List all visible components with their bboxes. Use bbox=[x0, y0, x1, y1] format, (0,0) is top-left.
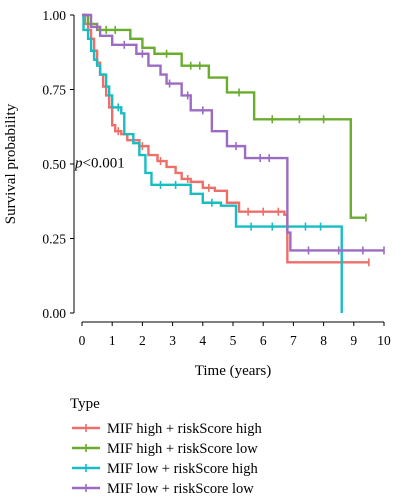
legend-item: MIF low + riskScore high bbox=[72, 461, 259, 477]
series-1 bbox=[82, 13, 370, 267]
legend-label: MIF low + riskScore low bbox=[107, 481, 254, 497]
legend-label: MIF low + riskScore high bbox=[107, 461, 259, 477]
y-tick-label: 0.25 bbox=[42, 232, 66, 247]
x-tick-label: 9 bbox=[350, 333, 357, 348]
x-tick-label: 4 bbox=[199, 333, 206, 348]
survival-curves bbox=[82, 13, 385, 313]
x-axis-title: Time (years) bbox=[195, 363, 272, 379]
x-tick-label: 6 bbox=[260, 333, 267, 348]
legend-label: MIF high + riskScore low bbox=[107, 441, 258, 457]
x-tick-label: 3 bbox=[169, 333, 176, 348]
legend-title: Type bbox=[70, 396, 100, 412]
x-tick-label: 7 bbox=[290, 333, 297, 348]
y-tick-label: 0.75 bbox=[42, 83, 66, 98]
y-tick-label: 0.00 bbox=[42, 306, 66, 321]
survival-curve-line bbox=[82, 13, 369, 264]
axes: 0.00 0.25 0.50 0.75 1.00 0 1 2 3 4 5 6 7 8 9 10 bbox=[42, 8, 391, 348]
x-tick-label: 8 bbox=[320, 333, 327, 348]
y-tick-label: 1.00 bbox=[42, 8, 66, 23]
y-tick-label: 0.50 bbox=[42, 157, 66, 172]
p-value-annotation: p<0.001 bbox=[74, 156, 125, 172]
x-tick-label: 2 bbox=[139, 333, 146, 348]
p-value-rest: <0.001 bbox=[83, 156, 125, 172]
legend-item: MIF high + riskScore high bbox=[72, 421, 263, 437]
survival-curve-line bbox=[82, 13, 343, 313]
x-tick-label: 5 bbox=[230, 333, 237, 348]
legend-label: MIF high + riskScore high bbox=[107, 421, 263, 437]
x-tick-label: 1 bbox=[109, 333, 116, 348]
series-3 bbox=[82, 13, 343, 313]
p-value-italic: p bbox=[74, 156, 83, 172]
x-tick-label: 0 bbox=[79, 333, 86, 348]
series-4 bbox=[82, 13, 385, 255]
y-axis-title: Survival probability bbox=[3, 103, 19, 224]
x-tick-label: 10 bbox=[377, 333, 391, 348]
legend-item: MIF low + riskScore low bbox=[72, 481, 254, 497]
survival-curve-line bbox=[82, 13, 384, 252]
legend-item: MIF high + riskScore low bbox=[72, 441, 258, 457]
legend: Type MIF high + riskScore high MIF high +… bbox=[70, 396, 263, 497]
